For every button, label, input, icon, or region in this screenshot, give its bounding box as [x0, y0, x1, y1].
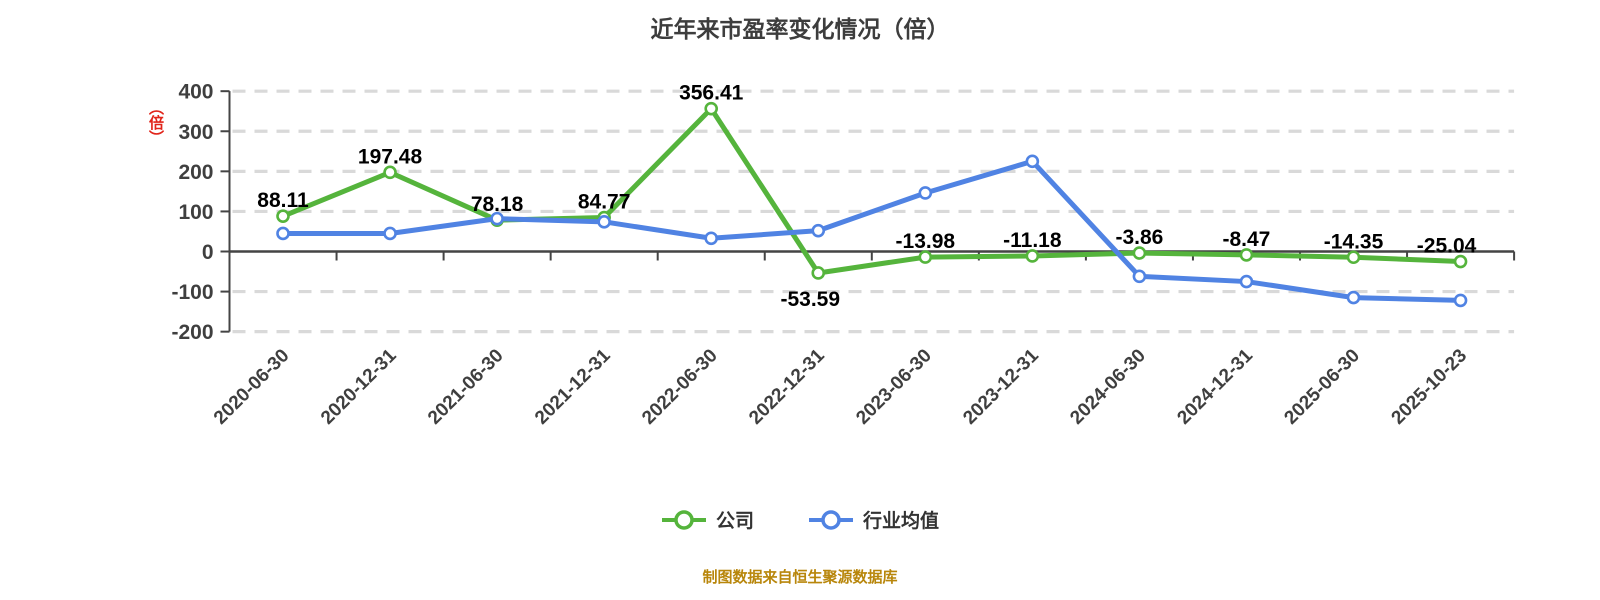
y-tick-label: -100 [171, 281, 213, 304]
x-category-label: 2020-06-30 [210, 345, 294, 429]
data-point-marker [597, 215, 611, 229]
x-category-label: 2022-06-30 [638, 345, 722, 429]
data-point-marker [918, 186, 933, 200]
data-point-marker [383, 226, 397, 241]
x-category-label: 2025-06-30 [1280, 345, 1364, 429]
chart-title: 近年来市盈率变化情况（倍） [650, 16, 950, 42]
x-category-label: 2020-12-31 [317, 345, 401, 429]
data-label: -8.47 [1223, 228, 1271, 251]
x-category-label: 2021-12-31 [531, 345, 615, 429]
y-tick-label: 0 [202, 241, 214, 264]
data-point-marker [1239, 248, 1254, 262]
x-category-label: 2023-06-30 [852, 345, 936, 429]
data-label: -25.04 [1417, 235, 1477, 258]
legend-label-industry: 行业均值 [863, 511, 940, 532]
data-point-marker [383, 165, 397, 180]
data-point-marker [276, 226, 290, 241]
data-point-marker [1453, 293, 1468, 308]
y-axis-unit-label: （倍） [147, 100, 164, 145]
data-point-marker [1239, 274, 1254, 289]
data-point-marker [1025, 154, 1040, 169]
y-tick-label: 100 [178, 201, 213, 224]
data-point-marker [1346, 250, 1361, 265]
data-point-marker [811, 266, 826, 280]
data-label: 197.48 [358, 145, 423, 168]
x-category-label: 2024-12-31 [1173, 345, 1257, 429]
data-point-marker [1132, 269, 1147, 284]
data-point-marker [704, 101, 719, 116]
x-category-label: 2025-10-23 [1388, 345, 1472, 429]
data-point-marker [1025, 249, 1040, 263]
data-label: 356.41 [679, 82, 744, 105]
company-legend-marker-icon [661, 509, 706, 530]
legend-item-company[interactable]: 公司 [661, 506, 754, 533]
x-category-label: 2022-12-31 [745, 345, 829, 429]
data-label: -13.98 [896, 230, 956, 253]
y-tick-label: 300 [178, 121, 213, 144]
y-tick-label: 200 [178, 161, 213, 184]
data-point-marker [1453, 254, 1468, 269]
industry-series-line [280, 158, 1464, 303]
data-label: -3.86 [1115, 226, 1163, 249]
data-point-marker [918, 250, 933, 264]
legend-item-industry[interactable]: 行业均值 [808, 506, 939, 533]
data-point-marker [704, 231, 719, 246]
data-label: 88.11 [257, 189, 309, 212]
data-point-marker [1346, 290, 1361, 305]
legend-label-company: 公司 [715, 511, 754, 532]
data-label: -53.59 [780, 288, 840, 311]
data-label: 84.77 [578, 191, 631, 214]
x-category-label: 2024-06-30 [1066, 345, 1150, 429]
company-series-line [280, 106, 1464, 276]
data-point-marker [490, 211, 504, 226]
y-tick-label: -200 [171, 321, 213, 344]
data-label: -14.35 [1324, 230, 1384, 253]
data-point-marker [276, 209, 290, 223]
data-source-note: 制图数据来自恒生聚源数据库 [702, 569, 898, 586]
data-point-marker [1132, 246, 1147, 260]
x-category-label: 2021-06-30 [424, 345, 508, 429]
legend: 公司 行业均值 [0, 506, 1600, 533]
data-point-marker [811, 223, 826, 238]
data-label: 78.18 [471, 193, 524, 216]
data-label: -11.18 [1003, 229, 1062, 252]
y-tick-label: 400 [178, 81, 213, 104]
x-category-label: 2023-12-31 [959, 345, 1043, 429]
industry-legend-marker-icon [809, 509, 853, 530]
